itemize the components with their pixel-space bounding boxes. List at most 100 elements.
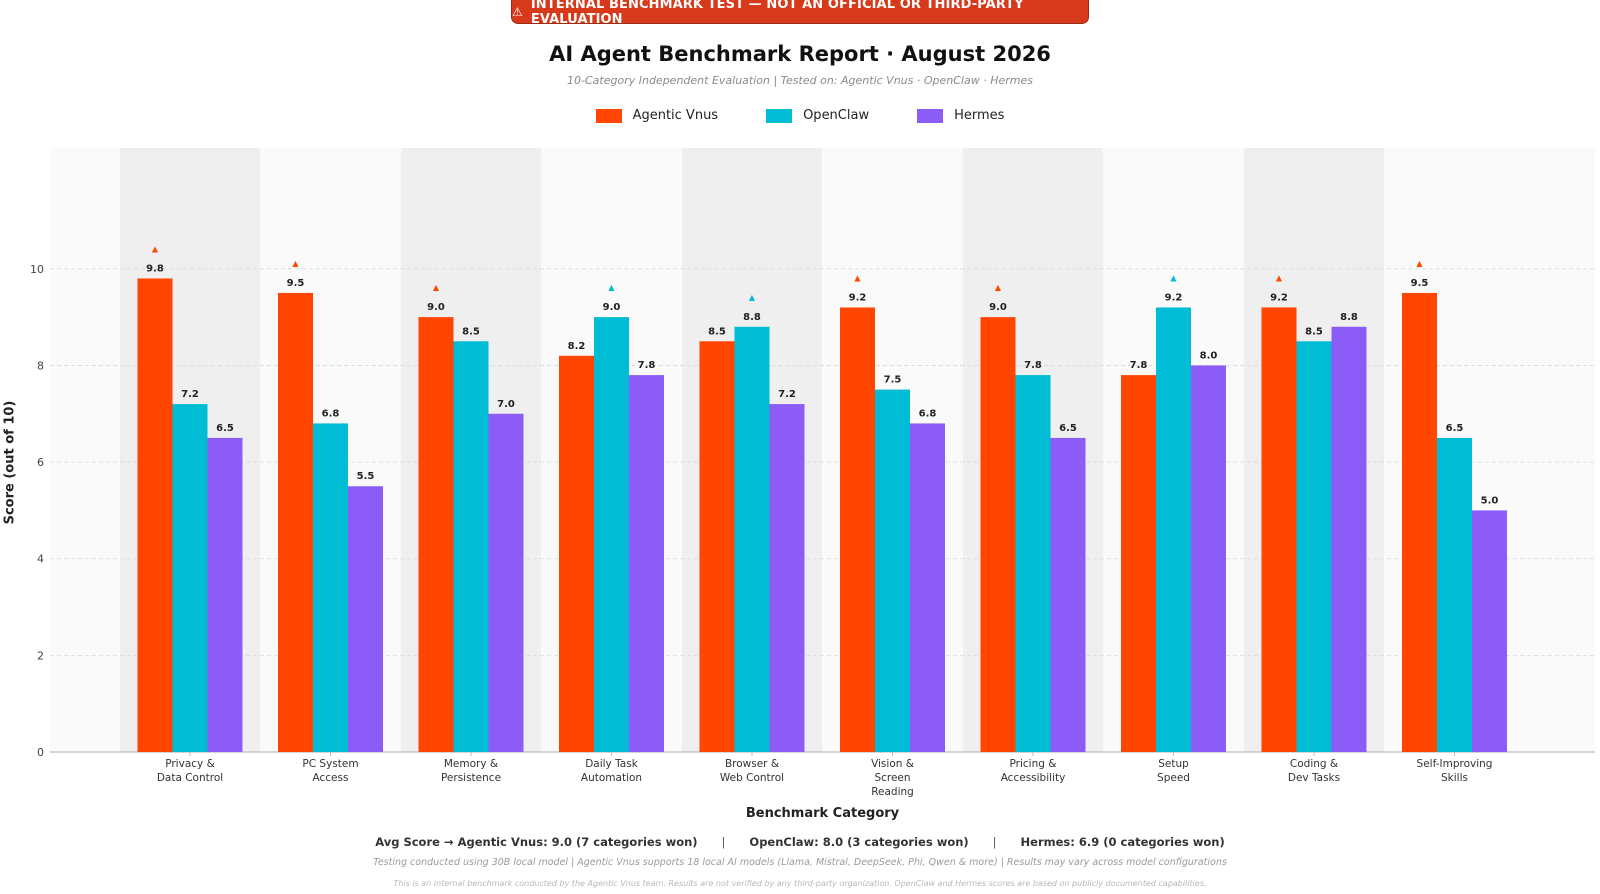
bar-agentic-vnus: [980, 317, 1016, 752]
x-tick-label: Memory &: [444, 758, 498, 770]
winner-marker: ▲: [433, 283, 440, 292]
legend-label-hermes: Hermes: [954, 108, 1005, 123]
bar-agentic-vnus: [1121, 375, 1156, 752]
x-tick-label: Data Control: [157, 772, 223, 784]
bar-hermes: [1472, 510, 1507, 752]
legend-swatch-openclaw: [766, 108, 793, 123]
data-label: 9.5: [287, 278, 305, 289]
winner-marker: ▲: [292, 259, 299, 268]
warning-icon: ⚠: [512, 4, 523, 19]
bar-openclaw: [172, 404, 208, 752]
bar-chart: 0 2 4 6 8 10 9.8 ▲ 7.2 6.5 Privacy & Data Control 9.…: [30, 148, 1595, 798]
legend-swatch-agentic-vnus: [595, 108, 622, 123]
x-tick-label: Automation: [581, 772, 642, 784]
data-label: 9.8: [146, 263, 164, 274]
y-tick-label: 6: [37, 456, 44, 469]
bar-openclaw: [1015, 375, 1051, 752]
winner-marker: ▲: [608, 283, 615, 292]
data-label: 6.5: [216, 423, 234, 434]
legend-label-openclaw: OpenClaw: [803, 108, 870, 123]
x-tick-label: Pricing &: [1010, 758, 1057, 770]
data-label: 8.8: [743, 312, 761, 323]
x-tick-label: Reading: [871, 786, 914, 798]
legend: Agentic Vnus OpenClaw Hermes: [0, 108, 1600, 123]
bar-openclaw: [453, 341, 489, 752]
data-label: 6.8: [322, 408, 340, 419]
bar-agentic-vnus: [1402, 292, 1437, 752]
x-axis-label: Benchmark Category: [745, 806, 900, 821]
data-label: 8.0: [1200, 350, 1218, 361]
data-label: 5.5: [357, 471, 375, 482]
summary-separator: |: [992, 835, 997, 849]
summary-separator: |: [721, 835, 726, 849]
x-tick-label: PC System: [302, 758, 358, 770]
bar-agentic-vnus: [1261, 307, 1297, 752]
y-tick-label: 0: [37, 746, 44, 759]
data-label: 7.2: [778, 389, 796, 400]
legend-item-agentic-vnus: Agentic Vnus: [595, 108, 719, 123]
x-tick-label: Access: [313, 772, 349, 784]
chart-subtitle: 10-Category Independent Evaluation | Tes…: [567, 74, 1033, 87]
x-tick-label: Skills: [1441, 772, 1468, 784]
bar-openclaw: [313, 423, 348, 752]
bar-agentic-vnus: [137, 278, 173, 752]
data-label: 7.2: [181, 389, 199, 400]
x-tick-label: Self-Improving: [1417, 758, 1493, 770]
legend-item-openclaw: OpenClaw: [766, 108, 869, 123]
data-label: 9.5: [1411, 278, 1429, 289]
data-label: 6.5: [1446, 423, 1464, 434]
bar-hermes: [910, 423, 945, 752]
data-label: 7.8: [1024, 360, 1042, 371]
bar-hermes: [1050, 437, 1086, 752]
bar-hermes: [769, 404, 805, 752]
bar-hermes: [1331, 326, 1367, 752]
winner-marker: ▲: [152, 244, 159, 253]
x-tick-label: Vision &: [871, 758, 914, 770]
bar-hermes: [1191, 365, 1226, 752]
disclaimer-banner: ⚠ INTERNAL BENCHMARK TEST — NOT AN OFFIC…: [511, 0, 1089, 27]
bar-agentic-vnus: [559, 355, 594, 752]
data-label: 9.2: [1270, 292, 1288, 303]
legend-label-agentic-vnus: Agentic Vnus: [632, 108, 719, 123]
bar-openclaw: [1437, 437, 1472, 752]
bar-hermes: [629, 375, 664, 752]
x-tick-label: Dev Tasks: [1288, 772, 1340, 784]
bar-openclaw: [1296, 341, 1332, 752]
y-tick-label: 10: [30, 263, 44, 276]
winner-marker: ▲: [995, 283, 1002, 292]
y-tick-label: 2: [37, 649, 44, 662]
chart-title: AI Agent Benchmark Report · August 2026: [549, 42, 1051, 66]
bar-hermes: [207, 437, 243, 752]
winner-marker: ▲: [1416, 259, 1423, 268]
x-tick-label: Coding &: [1290, 758, 1338, 770]
winner-marker: ▲: [1170, 273, 1177, 282]
data-label: 6.5: [1059, 423, 1077, 434]
data-label: 7.8: [638, 360, 656, 371]
bar-openclaw: [1156, 307, 1191, 752]
bar-agentic-vnus: [699, 341, 735, 752]
x-tick-label: Setup: [1158, 758, 1189, 770]
winner-marker: ▲: [1276, 273, 1283, 282]
y-axis-label: Score (out of 10): [2, 400, 18, 525]
data-label: 5.0: [1481, 495, 1499, 506]
data-label: 9.2: [849, 292, 867, 303]
x-tick-label: Browser &: [725, 758, 779, 770]
bar-hermes: [348, 486, 383, 752]
x-tick-label: Privacy &: [165, 758, 215, 770]
legend-swatch-hermes: [917, 108, 944, 123]
avg-hermes: Hermes: 6.9 (0 categories won): [1020, 835, 1225, 849]
winner-marker: ▲: [854, 273, 861, 282]
data-label: 7.8: [1130, 360, 1148, 371]
data-label: 8.5: [708, 326, 726, 337]
bar-openclaw: [734, 326, 770, 752]
winner-marker: ▲: [749, 293, 756, 302]
data-label: 9.0: [989, 302, 1007, 313]
y-tick-label: 8: [37, 359, 44, 372]
x-tick-label: Daily Task: [585, 758, 638, 770]
bar-agentic-vnus: [840, 307, 875, 752]
data-label: 8.2: [568, 341, 586, 352]
data-label: 7.5: [884, 375, 902, 386]
x-tick-label: Speed: [1157, 772, 1190, 784]
disclaimer-note: This is an internal benchmark conducted …: [393, 879, 1207, 888]
data-label: 7.0: [497, 399, 515, 410]
